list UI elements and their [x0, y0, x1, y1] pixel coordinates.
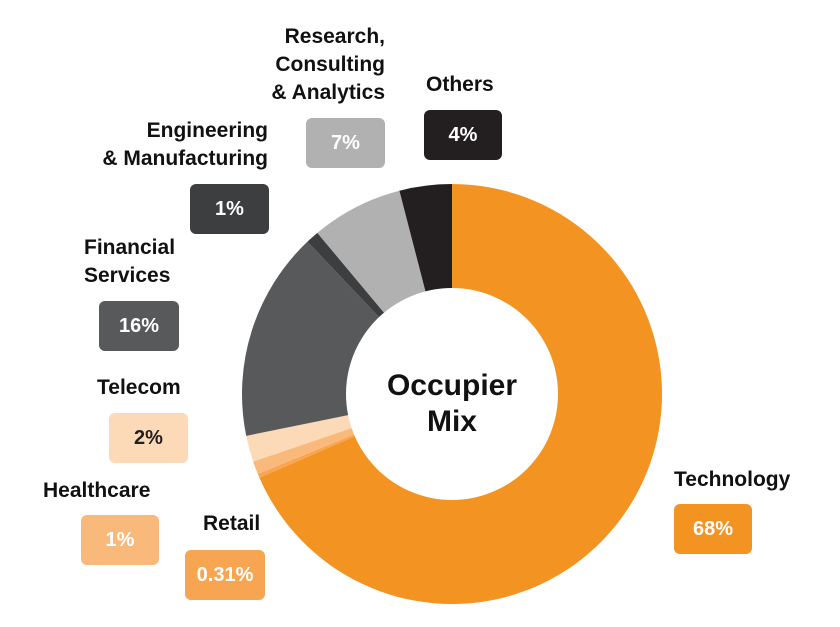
value-box-research-consulting-analytics: 7%: [306, 118, 385, 168]
donut-hole: [346, 288, 558, 500]
slice-label-engineering-manufacturing: Engineering & Manufacturing: [102, 119, 268, 170]
slice-label-retail: Retail: [203, 512, 261, 535]
value-box-financial-services: 16%: [99, 301, 179, 351]
chart-title: Occupier Mix: [386, 369, 518, 438]
value-box-telecom: 2%: [109, 413, 188, 463]
value-box-retail: 0.31%: [185, 550, 265, 600]
slice-label-others: Others: [426, 73, 494, 96]
value-box-engineering-manufacturing: 1%: [190, 184, 269, 234]
slice-label-research-consulting-analytics: Research, Consulting & Analytics: [271, 25, 385, 104]
value-box-others: 4%: [424, 110, 502, 160]
value-box-technology: 68%: [674, 504, 752, 554]
slice-label-telecom: Telecom: [97, 376, 181, 399]
slice-label-healthcare: Healthcare: [43, 479, 151, 502]
slice-label-financial-services: Financial Services: [84, 236, 176, 287]
slice-label-technology: Technology: [674, 468, 791, 491]
value-box-healthcare: 1%: [81, 515, 159, 565]
